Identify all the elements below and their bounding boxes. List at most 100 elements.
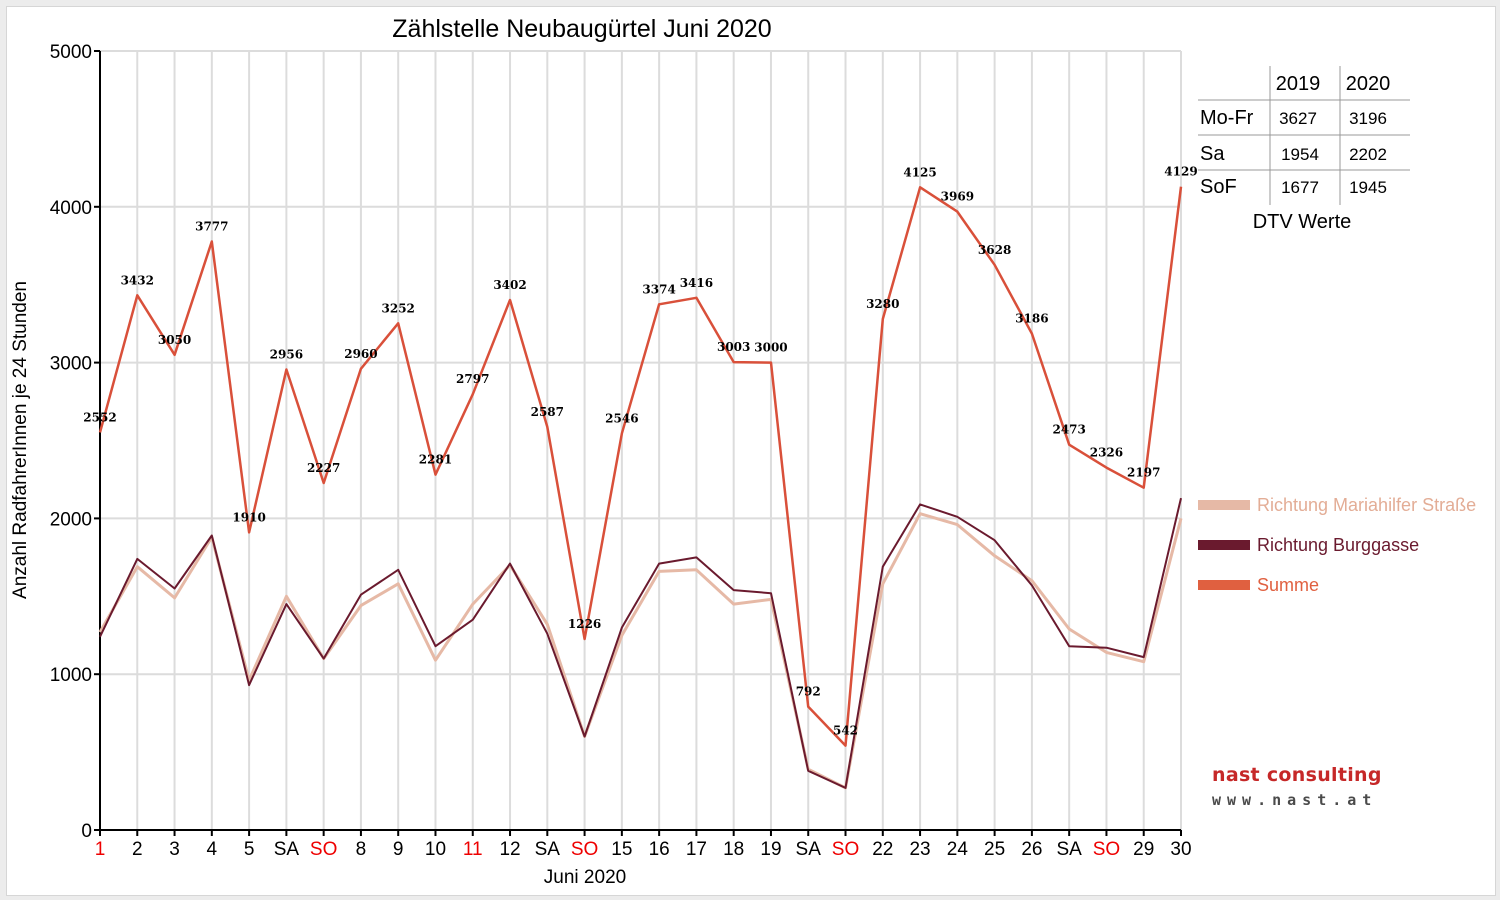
x-tick-label: 23 — [909, 839, 930, 860]
x-tick-label: SO — [1093, 839, 1120, 860]
x-tick-label: 30 — [1170, 839, 1191, 860]
x-tick-label: SA — [1056, 839, 1082, 860]
x-tick-label: SO — [832, 839, 859, 860]
x-tick-label: 22 — [872, 839, 893, 860]
data-label: 2326 — [1090, 446, 1123, 460]
data-label: 4125 — [903, 165, 936, 179]
data-label: 792 — [796, 685, 821, 699]
legend-swatch — [1198, 540, 1250, 550]
data-label: 2552 — [83, 410, 116, 424]
y-tick-label: 2000 — [50, 509, 92, 530]
x-tick-label: 4 — [207, 839, 218, 860]
legend-label: Summe — [1257, 575, 1319, 595]
x-tick-label: SA — [535, 839, 561, 860]
dtv-header-2019: 2019 — [1276, 73, 1321, 95]
data-label: 3969 — [941, 190, 974, 204]
series-line — [99, 497, 1182, 789]
data-label: 2587 — [531, 405, 564, 419]
y-tick-label: 5000 — [50, 42, 92, 63]
data-label: 4129 — [1164, 165, 1197, 179]
series-layer — [98, 186, 1183, 790]
data-label: 1226 — [568, 617, 601, 631]
dtv-caption: DTV Werte — [1253, 211, 1352, 233]
data-label: 3416 — [680, 276, 713, 290]
dtv-row-label: Mo-Fr — [1200, 107, 1254, 129]
data-label: 2546 — [605, 411, 638, 425]
chart-frame — [6, 6, 1496, 896]
x-tick-label: 1 — [95, 839, 106, 860]
data-label: 2797 — [456, 372, 489, 386]
x-tick-label: 18 — [723, 839, 744, 860]
dtv-cell: 2202 — [1349, 145, 1387, 164]
dtv-header-2020: 2020 — [1346, 73, 1391, 95]
x-tick-label: 12 — [499, 839, 520, 860]
x-tick-label: 11 — [463, 839, 483, 860]
y-axis-label: Anzahl RadfahrerInnen je 24 Stunden — [10, 281, 31, 599]
legend-swatch — [1198, 500, 1250, 510]
data-label: 3050 — [158, 333, 191, 347]
x-tick-label: 8 — [356, 839, 367, 860]
x-tick-label: 10 — [425, 839, 446, 860]
x-tick-label: 26 — [1021, 839, 1042, 860]
x-tick-label: 3 — [169, 839, 180, 860]
dtv-table: 2019 2020 Mo-Fr 3627 3196 Sa 1954 2202 S… — [1198, 66, 1410, 233]
x-tick-label: SA — [274, 839, 300, 860]
dtv-row-label: SoF — [1200, 176, 1237, 198]
data-label: 2960 — [344, 347, 377, 361]
x-tick-label: 2 — [132, 839, 143, 860]
legend: Richtung Mariahilfer Straße Richtung Burg… — [1198, 495, 1476, 595]
logo-url-text: www.nast.at — [1212, 791, 1378, 809]
x-tick-label: SO — [571, 839, 598, 860]
nast-consulting-logo: nast consulting www.nast.at — [1200, 750, 1443, 825]
legend-swatch — [1198, 580, 1250, 590]
data-label: 3628 — [978, 243, 1011, 257]
data-labels-layer: 2552 3432 3050 3777 1910 2956 2227 2960 3252 2281… — [83, 165, 1197, 738]
x-tick-label: 25 — [984, 839, 1005, 860]
data-label: 3402 — [493, 278, 526, 292]
data-label: 2197 — [1127, 466, 1160, 480]
data-label: 542 — [833, 724, 858, 738]
data-label: 3280 — [866, 297, 899, 311]
data-label: 3186 — [1015, 312, 1048, 326]
x-tick-label: 15 — [611, 839, 632, 860]
dtv-cell: 1945 — [1349, 178, 1387, 197]
data-label: 2473 — [1052, 423, 1085, 437]
x-tick-label: 9 — [393, 839, 404, 860]
chart-title: Zählstelle Neubaugürtel Juni 2020 — [392, 15, 771, 43]
dtv-cell: 1677 — [1281, 178, 1319, 197]
x-axis-label: Juni 2020 — [544, 867, 626, 888]
dtv-row-label: Sa — [1200, 143, 1225, 165]
x-tick-label: 24 — [947, 839, 969, 860]
dtv-cell: 1954 — [1281, 145, 1319, 164]
x-tick-label: 29 — [1133, 839, 1154, 860]
x-tick-label: 19 — [760, 839, 781, 860]
dtv-cell: 3627 — [1279, 109, 1317, 128]
data-label: 3777 — [195, 220, 228, 234]
logo-brand-text: nast consulting — [1212, 764, 1382, 786]
y-tick-label: 3000 — [50, 354, 92, 375]
y-tick-label: 4000 — [50, 198, 92, 219]
series-line — [98, 186, 1183, 747]
data-label: 3252 — [382, 301, 415, 315]
grid-layer — [99, 50, 1182, 831]
data-label: 2281 — [419, 453, 452, 467]
x-tick-label: 5 — [244, 839, 255, 860]
data-label: 3003 — [717, 340, 750, 354]
y-tick-label: 1000 — [50, 665, 92, 686]
legend-label: Richtung Mariahilfer Straße — [1257, 495, 1476, 515]
data-label: 3000 — [754, 341, 787, 355]
legend-label: Richtung Burggasse — [1257, 535, 1419, 555]
y-tick-label: 0 — [81, 821, 92, 842]
data-label: 3374 — [642, 282, 675, 296]
data-label: 2956 — [270, 347, 303, 361]
data-label: 3432 — [121, 273, 154, 287]
dtv-cell: 3196 — [1349, 109, 1387, 128]
x-tick-label: SO — [310, 839, 337, 860]
x-tick-label: 16 — [649, 839, 670, 860]
data-label: 2227 — [307, 461, 340, 475]
x-tick-label: 17 — [686, 839, 707, 860]
series-line — [98, 512, 1183, 790]
x-tick-label: SA — [796, 839, 822, 860]
